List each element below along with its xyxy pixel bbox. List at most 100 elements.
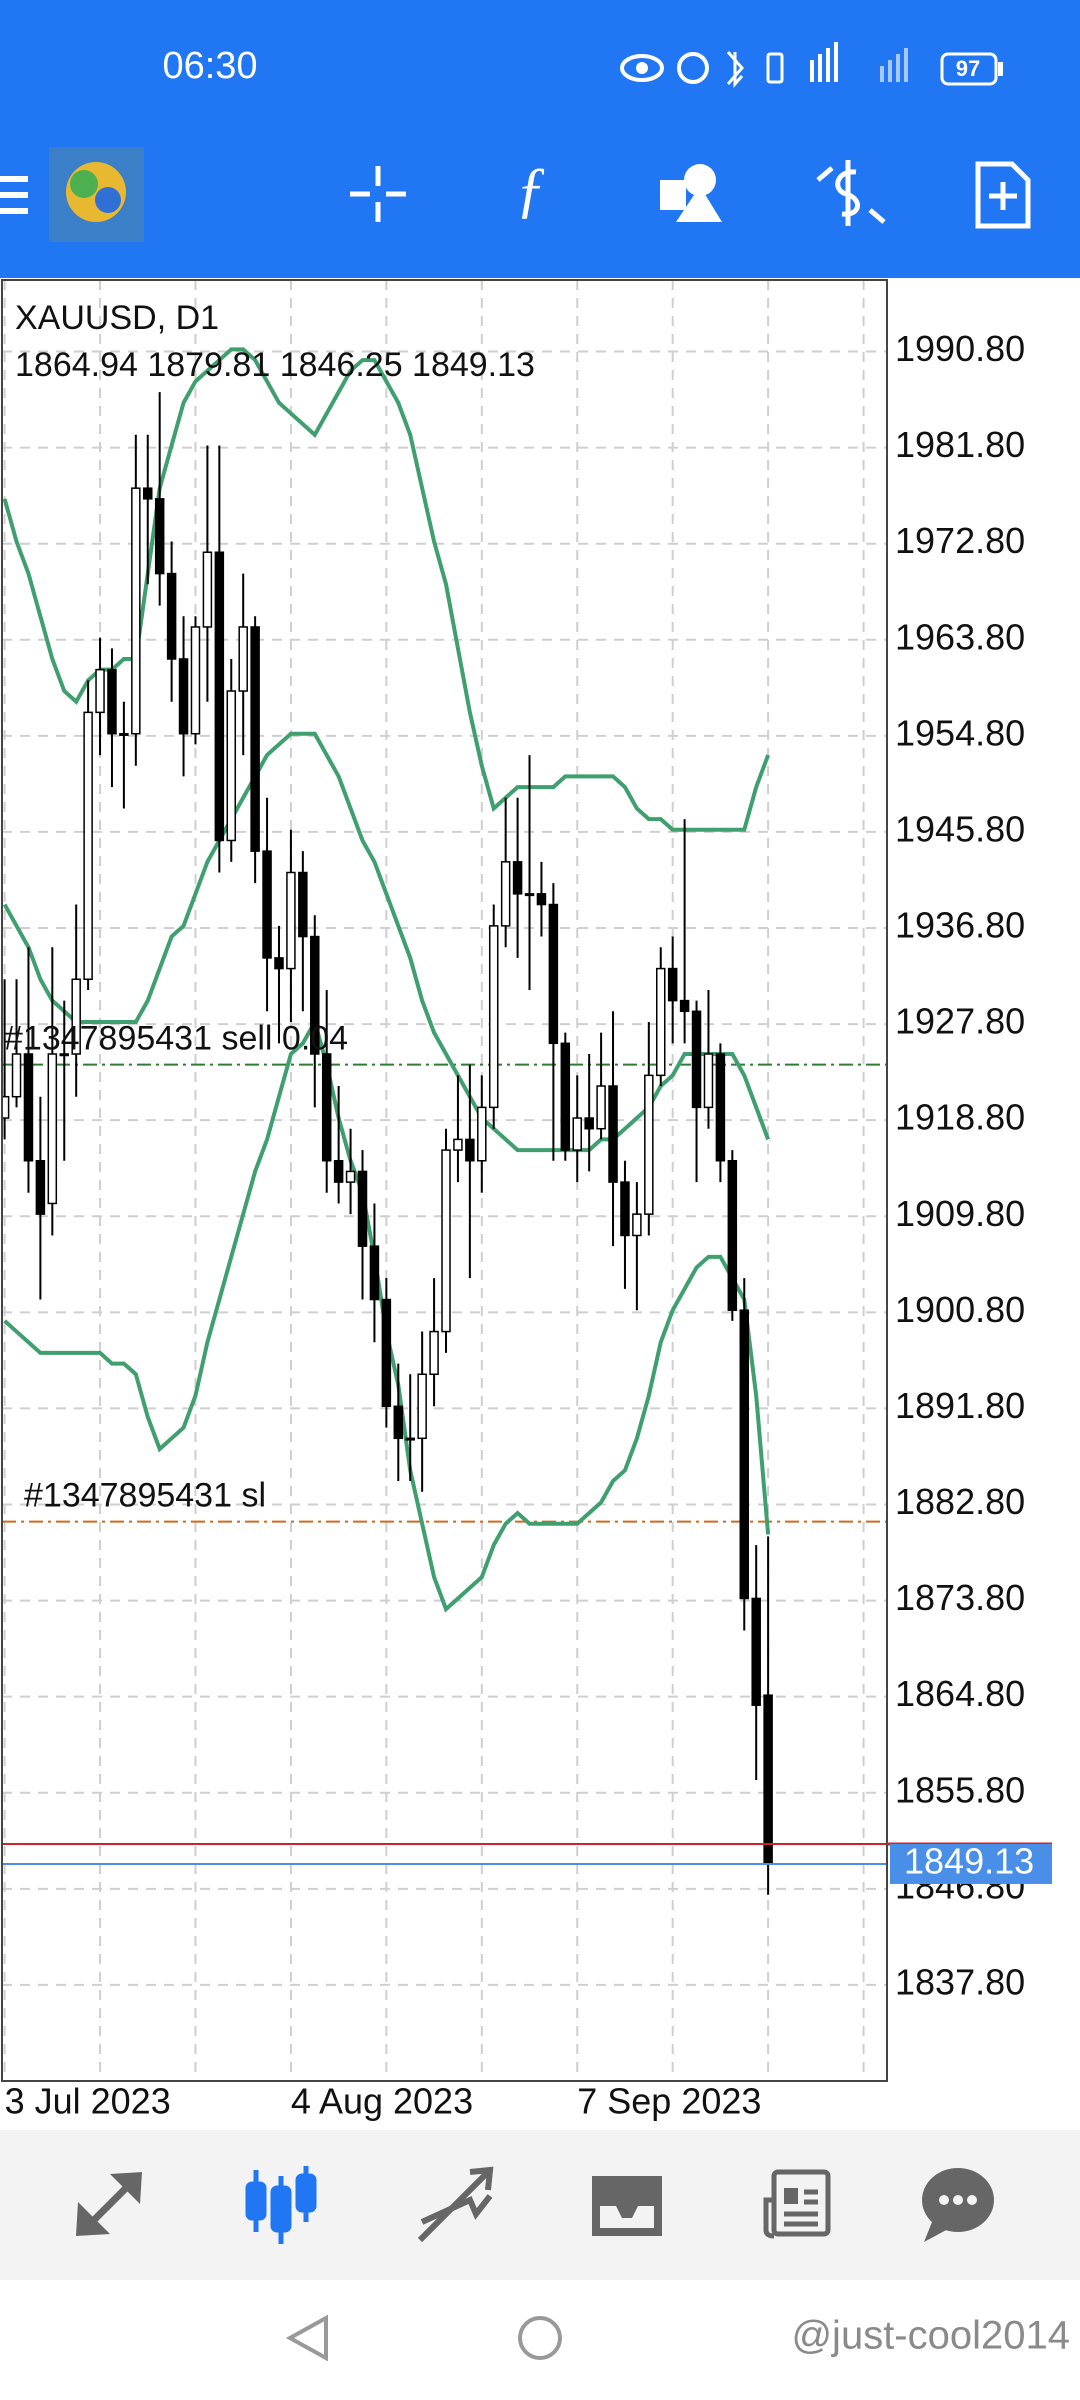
candle-body (298, 871, 308, 938)
crosshair-tool[interactable] (350, 166, 406, 222)
candle-body (703, 1053, 714, 1109)
y-tick-label: 1927.80 (895, 1001, 1025, 1042)
y-tick-label: 1981.80 (895, 424, 1025, 465)
candle-body (644, 1074, 654, 1215)
candle-body (154, 498, 165, 575)
candle-body (262, 850, 272, 959)
candle-body (47, 1053, 58, 1205)
y-tick-label: 1855.80 (895, 1769, 1025, 1810)
y-tick-label: 1900.80 (895, 1289, 1025, 1330)
candle-body (405, 1437, 415, 1441)
candle-body (656, 967, 666, 1077)
candle-body (429, 1330, 439, 1376)
candle-body (35, 1159, 46, 1215)
candle-body (536, 893, 547, 906)
x-tick-label: 4 Aug 2023 (291, 2081, 473, 2122)
candle-body (238, 626, 248, 692)
candle-body (357, 1170, 368, 1247)
nav-history[interactable] (592, 2176, 662, 2236)
candle-body (250, 626, 260, 852)
y-tick-label: 1918.80 (895, 1097, 1025, 1138)
x-tick-label: 7 Sep 2023 (577, 2081, 761, 2122)
indicators-tool[interactable]: ƒ (516, 156, 547, 224)
app-icon[interactable] (49, 147, 144, 242)
candle-body (679, 999, 690, 1013)
y-tick-label: 1936.80 (895, 905, 1025, 946)
plot-frame (1, 279, 888, 2082)
y-tick-label: 1945.80 (895, 808, 1025, 849)
candle-body (500, 861, 511, 927)
candle-body (417, 1373, 427, 1440)
candle-body (584, 1117, 594, 1130)
candle-body (345, 1170, 356, 1183)
home-button[interactable] (518, 2316, 562, 2360)
y-tick-label: 1909.80 (895, 1193, 1025, 1234)
nav-quotes[interactable] (76, 2172, 142, 2236)
candle-body (572, 1117, 582, 1151)
band-line (2, 731, 770, 1153)
objects-tool[interactable] (660, 164, 722, 222)
trade-tool[interactable] (816, 160, 886, 226)
candle-body (763, 1694, 773, 1865)
watermark: @just-cool2014 (791, 2314, 1070, 2358)
candle-body (321, 1053, 332, 1162)
bid-price-label: 1849.13 (904, 1840, 1034, 1881)
status-icons (620, 42, 1003, 88)
order-label: #1347895431 sl (24, 1477, 266, 1515)
menu-button[interactable] (0, 176, 28, 214)
new-order-button[interactable] (975, 161, 1031, 229)
chart-title: XAUUSD, D1 (15, 299, 219, 337)
y-tick-label: 1882.80 (895, 1481, 1025, 1522)
bottom-nav (0, 2130, 1080, 2280)
candle-body (333, 1159, 344, 1183)
candle-body (667, 967, 678, 1002)
nav-messages[interactable] (922, 2168, 994, 2242)
system-nav (0, 2280, 1080, 2400)
candle-body (465, 1138, 475, 1162)
bid-price-box (890, 1843, 1052, 1884)
candle-body (715, 1053, 726, 1162)
nav-news[interactable] (763, 2169, 831, 2239)
candle-body (11, 1053, 22, 1098)
plot-area (2, 280, 887, 2081)
candle-body (71, 978, 81, 1055)
y-tick-label: 1954.80 (895, 712, 1025, 753)
candle-body (369, 1245, 380, 1301)
nav-trade[interactable] (417, 2166, 494, 2243)
candle-body (190, 626, 201, 735)
candle-body (596, 1085, 606, 1130)
candle-body (560, 1042, 571, 1151)
candle-body (608, 1085, 618, 1183)
chart-subtitle: 1864.94 1879.81 1846.25 1849.13 (15, 346, 535, 384)
candle-body (166, 572, 177, 660)
candle-body (107, 668, 117, 735)
candle-body (95, 668, 105, 714)
candle-body (119, 732, 129, 736)
candle-body (131, 487, 141, 735)
candle-body (214, 551, 225, 842)
candle-body (477, 1106, 487, 1162)
y-tick-label: 1873.80 (895, 1577, 1025, 1618)
y-tick-label: 1891.80 (895, 1385, 1025, 1426)
nav-chart[interactable] (245, 2166, 317, 2244)
candle-body (143, 487, 153, 500)
candle-body (751, 1597, 761, 1706)
status-time: 06:30 (162, 45, 257, 87)
candle-body (739, 1309, 750, 1600)
candle-body (274, 957, 284, 970)
candle-body (620, 1181, 630, 1237)
candle-body (691, 1010, 702, 1109)
candle-body (488, 925, 499, 1109)
candle-body (524, 893, 535, 897)
y-tick-label: 1864.80 (895, 1673, 1025, 1714)
y-tick-label: 1990.80 (895, 328, 1025, 369)
candle-body (23, 1053, 34, 1162)
candle-body (381, 1298, 392, 1408)
candle-body (310, 935, 320, 1055)
candle-body (632, 1213, 642, 1237)
back-button[interactable] (285, 2314, 328, 2362)
candle-body (286, 871, 296, 970)
candle-body (453, 1138, 463, 1151)
app-header (0, 0, 1080, 278)
